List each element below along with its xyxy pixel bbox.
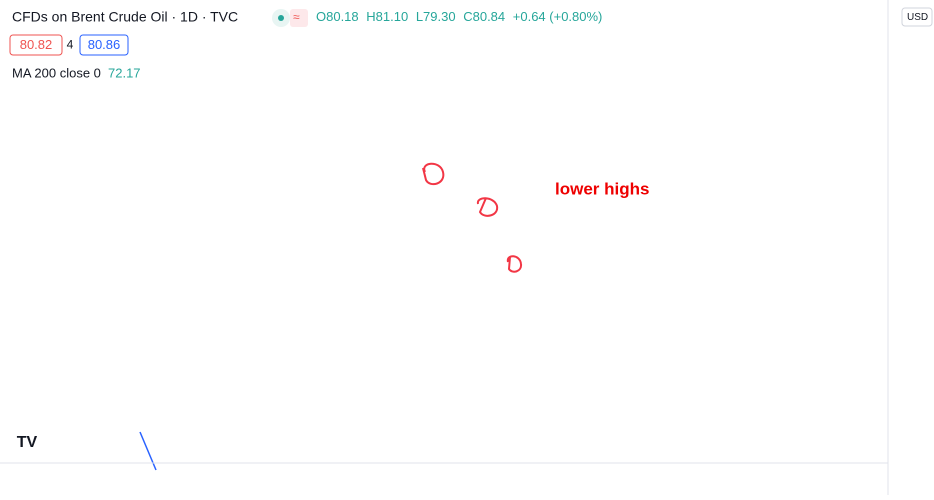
ask: 80.86 [88,37,121,52]
high: H81.10 [366,9,408,24]
open: O80.18 [316,9,359,24]
symbol-title: CFDs on Brent Crude Oil · 1D · TVC [12,9,238,25]
indicator-value: 72.17 [108,65,141,80]
currency-dropdown[interactable] [901,7,933,27]
status-icon: ≈ [293,10,300,24]
bid-button[interactable] [9,34,63,56]
status [290,9,308,27]
circle-mark [506,255,523,273]
status-dot [278,15,284,21]
close: C80.84 [463,9,505,24]
circle-mark [422,162,445,186]
ask-button[interactable] [79,34,129,56]
logo [10,430,44,456]
low: L79.30 [416,9,456,24]
indicator: MA 200 close 0 [12,65,101,80]
ohlc-legend: O80.18 H81.10 L79.30 C80.84 +0.64 (+0.80… [316,9,602,24]
currency: USD [907,12,928,23]
change: +0.64 (+0.80%) [513,9,603,24]
logo-mark: TV [17,434,38,451]
spread: 4 [67,38,74,52]
bid: 80.82 [20,37,53,52]
circle-mark [476,197,499,217]
trend-line [139,431,157,471]
annotation: lower highs [555,179,649,198]
annotation-marks [422,162,523,273]
